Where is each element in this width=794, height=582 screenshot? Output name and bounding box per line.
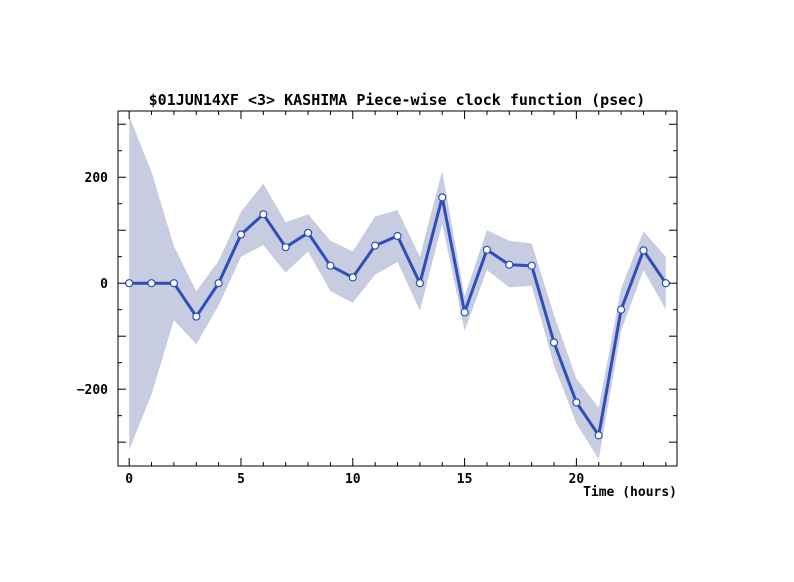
data-point [482,245,491,254]
x-tick-label: 15 [457,472,473,487]
data-point [304,228,313,237]
chart-title: $01JUN14XF <3> KASHIMA Piece-wise clock … [149,91,646,109]
confidence-band-layer [129,116,666,460]
x-tick-label: 20 [569,472,585,487]
x-tick-label: 10 [345,472,361,487]
data-point [326,261,335,270]
data-point [661,279,670,288]
data-point [572,398,581,407]
data-point-layer [125,193,670,440]
data-point [505,260,514,269]
data-point [125,279,134,288]
data-point [259,210,268,219]
x-axis-label: Time (hours) [583,485,677,500]
axis-layer: 0 5 10 15 20 −200 0 200 [77,110,678,487]
data-point [236,230,246,239]
confidence-band [129,116,666,460]
data-point [460,308,469,317]
data-point [616,305,626,314]
data-point [169,279,178,288]
y-tick-label: 0 [100,277,108,292]
data-point [639,246,648,255]
data-point [549,338,559,347]
y-tick-label: −200 [77,383,108,398]
data-point [371,241,380,250]
data-point [527,261,536,270]
data-point [393,231,402,241]
data-point [415,279,424,288]
x-tick-label: 5 [237,472,245,487]
data-point [192,312,201,321]
data-point [281,243,290,252]
x-tick-label: 0 [125,472,133,487]
data-point [214,279,223,288]
data-point [147,279,156,288]
y-tick-label: 200 [85,171,109,186]
data-point [348,273,357,282]
data-point [438,193,447,202]
data-point [594,431,603,440]
